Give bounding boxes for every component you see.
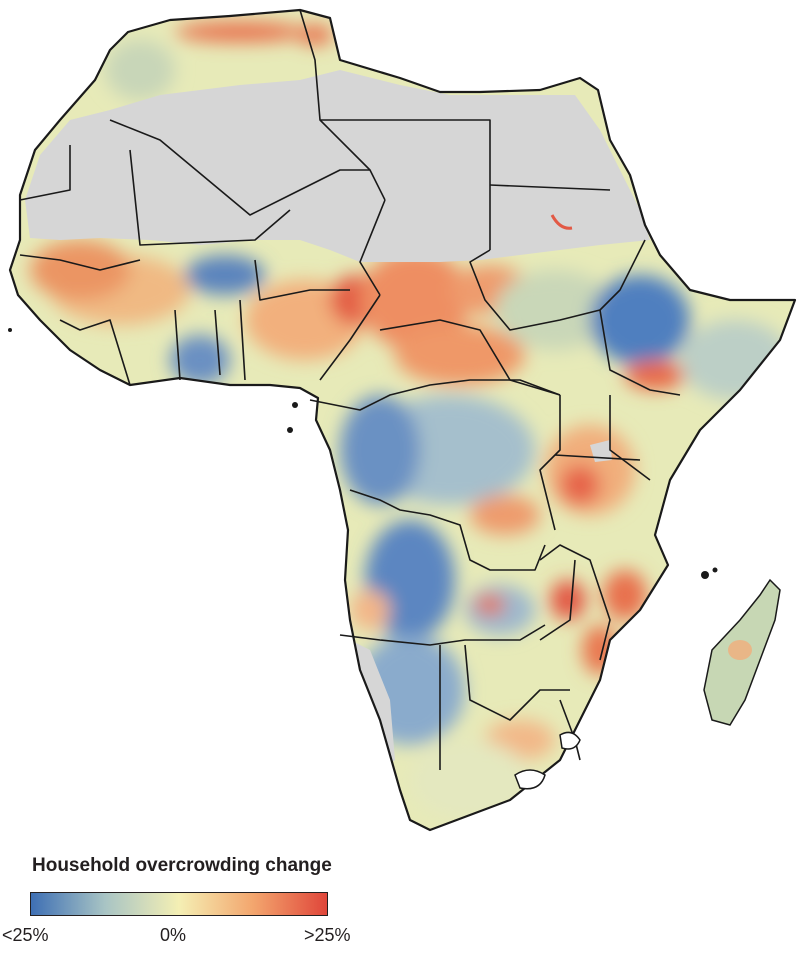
africa-map	[8, 8, 797, 832]
legend-color-bar	[30, 892, 328, 916]
legend: Household overcrowding change <25% 0% >2…	[2, 855, 358, 955]
islands	[8, 328, 718, 579]
legend-max-label: >25%	[304, 925, 351, 945]
legend-mid-label: 0%	[160, 925, 187, 945]
nile-accent	[550, 214, 573, 230]
lakes	[514, 731, 581, 790]
legend-title: Household overcrowding change	[32, 855, 332, 876]
country-borders	[19, 9, 681, 770]
legend-min-label: <25%	[2, 925, 49, 945]
